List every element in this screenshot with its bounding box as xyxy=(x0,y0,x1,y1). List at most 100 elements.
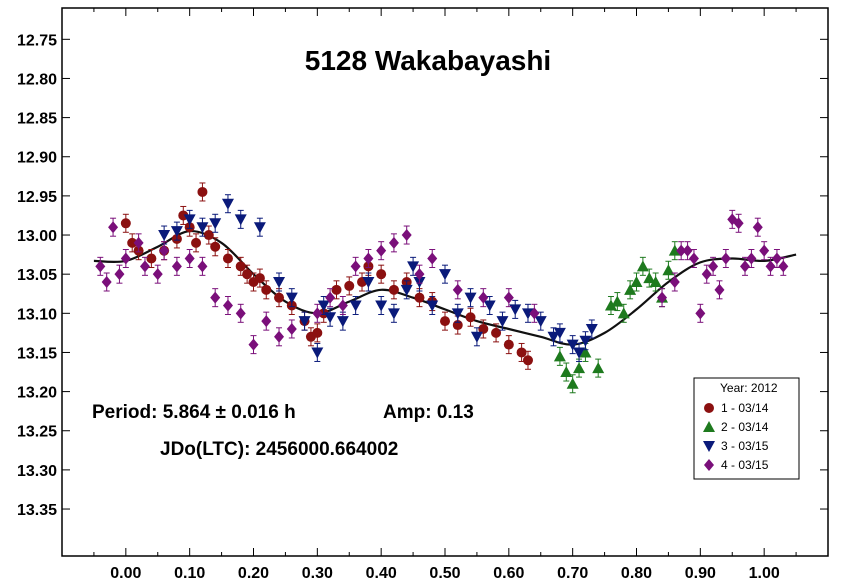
data-point xyxy=(778,260,789,273)
data-point xyxy=(566,339,579,351)
data-point xyxy=(184,252,195,265)
data-point xyxy=(253,222,266,234)
data-point xyxy=(197,186,208,197)
data-point xyxy=(478,291,489,304)
data-point xyxy=(649,276,662,287)
data-point xyxy=(344,280,355,291)
data-point xyxy=(662,264,675,276)
data-point xyxy=(362,277,375,288)
data-point xyxy=(191,237,202,248)
data-point xyxy=(529,307,540,320)
data-point xyxy=(720,252,731,265)
x-tick-label: 0.20 xyxy=(238,565,269,581)
data-point xyxy=(534,316,547,328)
data-point xyxy=(324,312,337,324)
data-point xyxy=(95,260,106,273)
data-point xyxy=(752,221,763,234)
axis-ticks: 0.00 0.10 0.20 0.30 0.40 0.50 0.60 0.70 0.80 0.90… xyxy=(17,8,828,581)
data-point xyxy=(496,316,509,328)
data-point xyxy=(676,244,687,257)
x-tick-label: 0.90 xyxy=(685,565,716,581)
data-point xyxy=(286,322,297,335)
data-point xyxy=(759,244,770,257)
data-point xyxy=(439,269,451,281)
data-point xyxy=(152,268,163,281)
y-tick-label: 12.75 xyxy=(17,32,57,49)
legend-entry-label: 4 - 03/15 xyxy=(721,458,769,472)
data-point xyxy=(695,307,706,320)
legend: Year: 2012 1 - 03/14 2 - 03/14 3 - 03/15 4 … xyxy=(693,377,800,480)
data-point xyxy=(714,283,725,296)
data-point xyxy=(363,252,374,265)
y-tick-label: 13.15 xyxy=(17,345,57,362)
data-point xyxy=(210,291,221,304)
data-point xyxy=(159,244,170,257)
data-point xyxy=(516,347,527,358)
data-point xyxy=(611,295,624,307)
y-tick-label: 12.85 xyxy=(17,111,57,128)
data-point xyxy=(388,236,399,249)
data-point xyxy=(740,260,751,273)
data-point xyxy=(222,253,233,264)
data-point xyxy=(325,291,336,304)
y-tick-label: 12.80 xyxy=(17,71,57,88)
y-tick-label: 13.30 xyxy=(17,463,57,480)
x-tick-label: 1.00 xyxy=(749,565,780,581)
data-point xyxy=(375,300,388,312)
data-point xyxy=(298,316,311,328)
y-tick-label: 13.35 xyxy=(17,502,57,519)
data-point xyxy=(478,323,489,334)
data-point xyxy=(401,229,412,242)
data-point xyxy=(630,276,643,287)
data-point xyxy=(414,268,425,281)
data-point xyxy=(491,327,502,338)
epoch-annotation: JDo(LTC): 2456000.664002 xyxy=(160,439,398,460)
data-point xyxy=(209,218,222,230)
data-point xyxy=(120,252,131,265)
x-tick-label: 0.30 xyxy=(302,565,333,581)
data-point xyxy=(624,283,637,295)
legend-entries: 1 - 03/14 2 - 03/14 3 - 03/15 4 - 03/15 xyxy=(703,401,769,472)
data-point xyxy=(522,355,533,366)
data-point xyxy=(387,308,400,320)
data-point xyxy=(248,338,259,351)
y-tick-label: 13.20 xyxy=(17,385,57,402)
data-point xyxy=(579,346,592,358)
data-point xyxy=(427,252,438,265)
data-point xyxy=(560,366,573,378)
data-point xyxy=(657,291,668,304)
data-point xyxy=(376,244,387,257)
y-tick-label: 12.95 xyxy=(17,189,57,206)
data-point xyxy=(636,260,649,272)
data-point xyxy=(592,362,605,374)
amplitude-annotation: Amp: 0.13 xyxy=(383,402,474,423)
data-point xyxy=(426,300,439,312)
data-point xyxy=(242,269,253,280)
data-point xyxy=(317,300,330,312)
data-point xyxy=(261,315,272,328)
data-point xyxy=(573,347,586,359)
data-point xyxy=(585,323,598,335)
data-point xyxy=(235,307,246,320)
data-point xyxy=(553,327,566,339)
data-point xyxy=(114,268,125,281)
data-point xyxy=(414,292,425,303)
data-point xyxy=(146,253,157,264)
data-point xyxy=(274,330,285,343)
legend-entry-label: 3 - 03/15 xyxy=(721,439,769,453)
data-point xyxy=(579,335,592,347)
data-point xyxy=(465,312,476,323)
data-point xyxy=(254,273,265,284)
data-point xyxy=(765,260,776,273)
data-point xyxy=(604,299,617,311)
data-point xyxy=(158,230,171,242)
data-point xyxy=(573,362,586,374)
data-point xyxy=(312,327,323,338)
data-point xyxy=(196,222,209,234)
legend-marker xyxy=(703,441,715,452)
data-point xyxy=(701,268,712,281)
data-points-layer xyxy=(95,182,789,394)
data-point xyxy=(331,284,342,295)
data-point xyxy=(312,307,323,320)
